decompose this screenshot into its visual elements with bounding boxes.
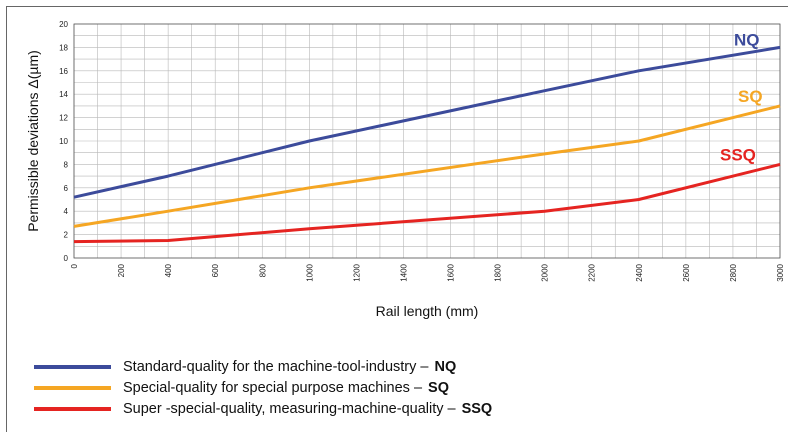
- x-tick-label: 3000: [776, 263, 785, 281]
- series-labels: NQ SQ SSQ: [720, 30, 763, 164]
- legend-swatch-nq: [34, 364, 111, 369]
- series-lines: [73, 45, 781, 244]
- chart-frame: [6, 6, 788, 432]
- x-tick-label: 200: [117, 263, 126, 277]
- x-tick-label: 2200: [588, 263, 597, 281]
- y-tick-label: 20: [59, 20, 68, 29]
- y-tick-label: 14: [59, 90, 68, 99]
- series-label-nq: NQ: [734, 30, 760, 49]
- x-tick-label: 1400: [399, 263, 408, 281]
- y-tick-label: 12: [59, 114, 68, 123]
- x-tick-label: 400: [164, 263, 173, 277]
- x-tick-label: 1000: [305, 263, 314, 281]
- legend-item-nq: Standard-quality for the machine-tool-in…: [34, 356, 492, 377]
- series-label-sq: SQ: [738, 87, 763, 106]
- x-tick-label: 600: [211, 263, 220, 277]
- series-line-nq: [73, 45, 781, 199]
- x-tick-label: 1800: [494, 263, 503, 281]
- x-tick-labels: 0 200 400 600 800 1000 1200 1400 1600 1800 2000 220…: [70, 263, 785, 281]
- y-tick-label: 10: [59, 137, 68, 146]
- x-tick-label: 1200: [352, 263, 361, 281]
- line-chart: 0 200 400 600 800 1000 1200 1400 1600 1800 2000 220…: [25, 20, 785, 319]
- y-tick-label: 18: [59, 43, 68, 52]
- x-tick-label: 2800: [729, 263, 738, 281]
- chart-grid: [73, 23, 781, 259]
- series-line-ssq: [73, 162, 781, 244]
- chart-axes: [73, 23, 781, 259]
- legend-text-sq: Special-quality for special purpose mach…: [123, 379, 423, 396]
- y-tick-label: 2: [64, 231, 69, 240]
- legend-swatch-ssq: [34, 406, 111, 411]
- x-axis-label: Rail length (mm): [376, 303, 479, 319]
- legend-abbr-sq: SQ: [428, 379, 449, 396]
- legend-abbr-nq: NQ: [434, 358, 457, 375]
- y-tick-labels: 0 2 4 6 8 10 12 14 16 18 20: [59, 20, 68, 263]
- legend-item-ssq: Super -special-quality, measuring-machin…: [34, 398, 492, 419]
- legend-text-ssq: Super -special-quality, measuring-machin…: [123, 400, 456, 417]
- y-tick-label: 8: [64, 160, 69, 169]
- chart-legend: Standard-quality for the machine-tool-in…: [34, 356, 492, 419]
- series-line-sq: [73, 104, 781, 228]
- series-label-ssq: SSQ: [720, 145, 756, 164]
- x-tick-label: 0: [70, 263, 79, 268]
- legend-abbr-ssq: SSQ: [461, 400, 493, 417]
- legend-swatch-sq: [34, 385, 111, 390]
- legend-text-nq: Standard-quality for the machine-tool-in…: [123, 358, 429, 375]
- y-axis-label: Permissible deviations Δ(µm): [25, 50, 41, 232]
- x-tick-label: 2400: [635, 263, 644, 281]
- y-tick-label: 16: [59, 67, 68, 76]
- plot-area-border: [73, 23, 781, 259]
- y-tick-label: 4: [64, 207, 69, 216]
- y-tick-label: 0: [64, 254, 69, 263]
- x-tick-label: 1600: [447, 263, 456, 281]
- x-tick-label: 2000: [541, 263, 550, 281]
- x-tick-label: 2600: [682, 263, 691, 281]
- y-tick-label: 6: [64, 184, 69, 193]
- legend-item-sq: Special-quality for special purpose mach…: [34, 377, 492, 398]
- x-tick-label: 800: [258, 263, 267, 277]
